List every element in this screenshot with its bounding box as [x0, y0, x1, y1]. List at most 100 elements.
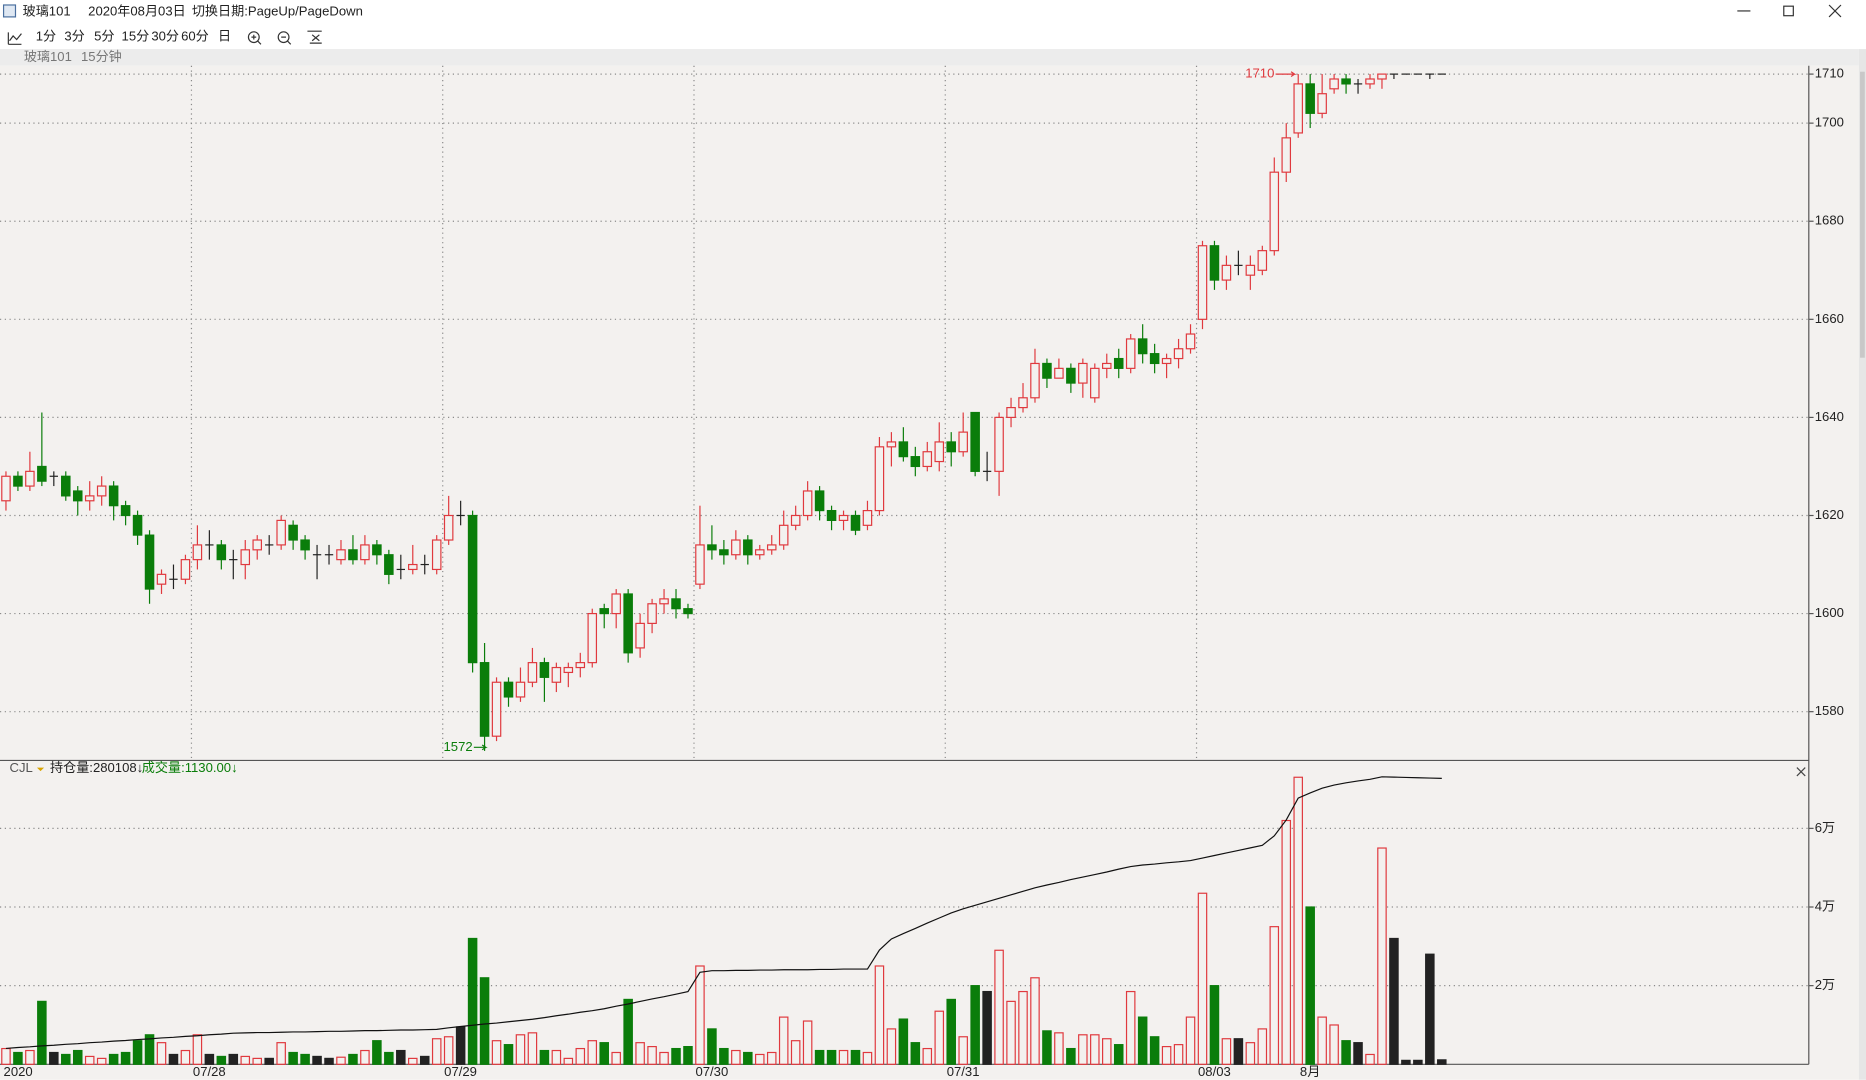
scrollbar[interactable] — [1858, 49, 1866, 1080]
candle-body — [479, 662, 490, 737]
zoom-out-button[interactable] — [277, 31, 292, 45]
x-tick-label: 2020 — [4, 1064, 33, 1079]
volume-bar — [228, 1053, 239, 1065]
period-button[interactable]: 30分 — [151, 29, 179, 44]
candle-body — [1125, 338, 1136, 369]
candle-body — [862, 509, 873, 526]
period-button[interactable]: 5分 — [94, 29, 114, 44]
panel-close-button[interactable] — [1796, 767, 1806, 777]
candle-body — [1149, 353, 1160, 365]
volume-bar — [1078, 1034, 1088, 1065]
volume-bar — [731, 1049, 741, 1065]
restore-button[interactable] — [1783, 5, 1794, 17]
volume-bar — [240, 1055, 251, 1065]
candle-body — [1006, 407, 1016, 419]
volume-bar — [300, 1053, 310, 1065]
volume-bar — [1161, 1046, 1172, 1065]
volume-bar — [1293, 776, 1303, 1065]
candle-body — [659, 598, 669, 605]
candle-body — [1030, 362, 1040, 399]
candle-body — [443, 514, 454, 541]
window-hint: 切换日期:PageUp/PageDown — [192, 4, 363, 19]
chart-type-button[interactable] — [7, 32, 22, 45]
candle-body — [431, 539, 442, 571]
volume-bar — [336, 1056, 346, 1065]
settings-button[interactable] — [307, 30, 322, 44]
volume-bar — [1066, 1047, 1076, 1065]
y-tick-label: 1600 — [1815, 605, 1844, 620]
candle-body — [910, 456, 921, 468]
candle-body — [360, 544, 370, 561]
candle-body — [1113, 357, 1124, 369]
volume-bar — [13, 1051, 23, 1065]
volume-bar — [443, 1036, 454, 1065]
volume-bar — [743, 1051, 753, 1065]
volume-bar — [982, 990, 992, 1065]
volume-bar — [360, 1049, 370, 1065]
candle-body — [132, 514, 143, 536]
candle-body — [1042, 362, 1052, 379]
volume-bar — [479, 977, 490, 1065]
volume-bar — [1030, 977, 1040, 1065]
candle-body — [647, 603, 657, 624]
volume-bar — [623, 998, 633, 1065]
candle-body — [1078, 362, 1088, 384]
title-bar — [0, 0, 1866, 25]
period-label: 15分钟 — [81, 48, 122, 64]
period-button[interactable]: 15分 — [122, 29, 150, 44]
volume-bar — [431, 1038, 442, 1065]
volume-bar — [467, 937, 478, 1065]
volume-bar — [527, 1032, 538, 1065]
volume-bar — [838, 1049, 849, 1065]
candle-body — [1365, 78, 1375, 85]
y-tick-label: 1710 — [1815, 66, 1844, 81]
chart-area — [0, 65, 1859, 1080]
candle-body — [587, 612, 598, 664]
candle-body — [503, 681, 514, 698]
volume-bar — [886, 1028, 897, 1065]
candle-body — [252, 539, 262, 551]
period-button[interactable]: 1分 — [36, 29, 56, 44]
candle-body — [934, 441, 945, 463]
volume-bar — [1197, 892, 1208, 1065]
volume-bar — [216, 1055, 227, 1065]
scrollbar-thumb[interactable] — [1860, 71, 1865, 358]
volume-bar — [551, 1049, 562, 1065]
candle-body — [84, 495, 95, 502]
candle-body — [802, 490, 813, 517]
volume-bar — [25, 1049, 35, 1065]
candle-body — [467, 514, 478, 664]
candle-body — [886, 441, 897, 448]
volume-bar — [1042, 1030, 1052, 1065]
period-button[interactable]: 3分 — [64, 29, 84, 44]
symbol-label: 玻璃101 — [24, 49, 72, 64]
candle-body — [515, 681, 526, 698]
candle-body — [826, 509, 837, 521]
volume-bar — [1257, 1028, 1268, 1065]
indicator-dropdown[interactable] — [36, 767, 45, 772]
volume-bar — [946, 998, 956, 1065]
candle-body — [1185, 333, 1196, 350]
volume-bar — [922, 1047, 933, 1065]
close-button[interactable] — [1828, 4, 1842, 18]
period-button[interactable]: 60分 — [181, 29, 209, 44]
indicator-name: CJL — [10, 760, 33, 775]
volume-bar — [384, 1051, 394, 1065]
volume-bar — [348, 1053, 358, 1065]
period-button[interactable]: 日 — [218, 29, 231, 44]
candle-body — [336, 549, 346, 561]
volume-bar — [1090, 1034, 1100, 1065]
volume-bar — [1329, 1024, 1339, 1065]
volume-bar — [862, 1051, 873, 1065]
volume-bar — [491, 1040, 502, 1065]
volume-bar — [790, 1040, 801, 1065]
volume-bar — [563, 1057, 574, 1065]
volume-bar — [898, 1018, 909, 1065]
volume-bar — [1437, 1059, 1447, 1065]
candle-body — [1209, 245, 1220, 281]
y-tick-label: 1680 — [1815, 213, 1844, 228]
candle-body — [778, 524, 789, 546]
sub-header — [0, 49, 1859, 66]
zoom-in-button[interactable] — [247, 31, 262, 45]
